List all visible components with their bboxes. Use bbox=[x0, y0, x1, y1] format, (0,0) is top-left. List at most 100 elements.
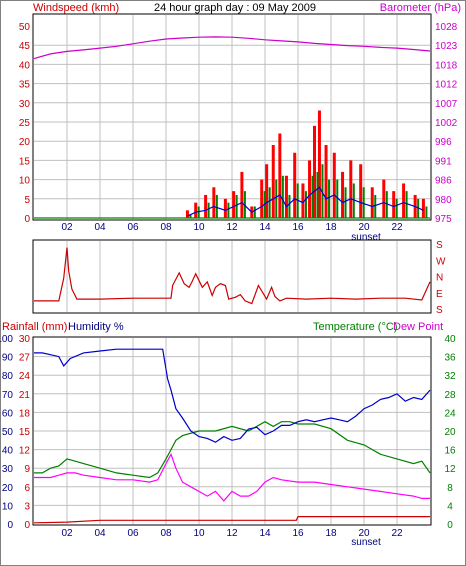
rainfall-tick-24: 24 bbox=[19, 371, 31, 382]
bottom-xtick-22: 22 bbox=[391, 528, 403, 539]
humidity-tick-10: 10 bbox=[2, 501, 14, 512]
rainfall-tick-18: 18 bbox=[19, 408, 31, 419]
temperature-tick-4: 4 bbox=[447, 501, 453, 512]
direction-tick-4: S bbox=[436, 240, 443, 251]
barometer-tick-996: 996 bbox=[435, 137, 452, 148]
chart-title: 24 hour graph day : 09 May 2009 bbox=[154, 2, 316, 14]
rainfall-tick-3: 3 bbox=[24, 501, 30, 512]
barometer-tick-1023: 1023 bbox=[435, 41, 458, 52]
windspeed-axis-label: Windspeed (kmh) bbox=[33, 2, 119, 14]
sunset-annotation-top: sunset bbox=[351, 232, 381, 243]
direction-panel-frame bbox=[32, 239, 432, 314]
temperature-tick-20: 20 bbox=[444, 427, 456, 438]
bottom-xtick-04: 04 bbox=[94, 528, 106, 539]
dewpoint-line bbox=[34, 452, 430, 502]
top-xtick-18: 18 bbox=[325, 222, 337, 233]
rainfall-tick-9: 9 bbox=[24, 464, 30, 475]
temperature-tick-28: 28 bbox=[444, 390, 456, 401]
humidity-tick-0: 0 bbox=[7, 520, 13, 531]
windspeed-line bbox=[187, 186, 424, 217]
temperature-tick-36: 36 bbox=[444, 353, 456, 364]
wind-direction-line bbox=[34, 247, 431, 305]
humidity-tick-30: 30 bbox=[2, 464, 14, 475]
bottom-xtick-10: 10 bbox=[193, 528, 205, 539]
humidity-tick-60: 60 bbox=[2, 408, 14, 419]
barometer-tick-1002: 1002 bbox=[435, 118, 458, 129]
temperature-axis-label: Temperature (°C) bbox=[313, 321, 397, 333]
top-xtick-08: 08 bbox=[160, 222, 172, 233]
windspeed-tick-35: 35 bbox=[19, 80, 31, 91]
barometer-line bbox=[33, 36, 431, 60]
humidity-axis-label: Humidity % bbox=[68, 321, 124, 333]
top-xtick-16: 16 bbox=[292, 222, 304, 233]
rainfall-tick-12: 12 bbox=[19, 446, 31, 457]
barometer-tick-1018: 1018 bbox=[435, 60, 458, 71]
barometer-axis-label: Barometer (hPa) bbox=[380, 2, 461, 14]
barometer-tick-975: 975 bbox=[435, 214, 452, 225]
top-xtick-02: 02 bbox=[61, 222, 73, 233]
direction-tick-3: W bbox=[436, 256, 446, 267]
temperature-tick-0: 0 bbox=[447, 520, 453, 531]
rainfall-tick-21: 21 bbox=[19, 390, 31, 401]
windspeed-tick-5: 5 bbox=[24, 195, 30, 206]
top-panel-frame bbox=[32, 13, 432, 221]
temperature-tick-32: 32 bbox=[444, 371, 456, 382]
windspeed-tick-25: 25 bbox=[19, 118, 31, 129]
barometer-tick-986: 986 bbox=[435, 176, 452, 187]
temperature-tick-8: 8 bbox=[447, 483, 453, 494]
windspeed-tick-20: 20 bbox=[19, 137, 31, 148]
temperature-tick-12: 12 bbox=[444, 464, 456, 475]
top-xtick-20: 20 bbox=[358, 222, 370, 233]
rainfall-tick-0: 0 bbox=[24, 520, 30, 531]
direction-tick-0: S bbox=[436, 305, 443, 316]
barometer-tick-1007: 1007 bbox=[435, 99, 458, 110]
rainfall-axis-label: Rainfall (mm) bbox=[2, 321, 67, 333]
bottom-xtick-20: 20 bbox=[358, 528, 370, 539]
temperature-tick-40: 40 bbox=[444, 334, 456, 345]
temperature-line bbox=[34, 421, 431, 479]
windspeed-tick-0: 0 bbox=[24, 214, 30, 225]
humidity-tick-100: 100 bbox=[0, 334, 13, 345]
bottom-panel-frame bbox=[32, 336, 432, 526]
bottom-xtick-16: 16 bbox=[292, 528, 304, 539]
barometer-tick-980: 980 bbox=[435, 195, 452, 206]
dewpoint-axis-label: Dew Point bbox=[393, 321, 443, 333]
barometer-tick-991: 991 bbox=[435, 156, 452, 167]
humidity-tick-20: 20 bbox=[2, 483, 14, 494]
windspeed-tick-45: 45 bbox=[19, 41, 31, 52]
direction-tick-2: N bbox=[436, 273, 443, 284]
bottom-xtick-12: 12 bbox=[226, 528, 238, 539]
sunset-annotation-bottom: sunset bbox=[351, 537, 381, 548]
direction-tick-1: E bbox=[436, 289, 443, 300]
humidity-line bbox=[34, 348, 431, 443]
humidity-tick-40: 40 bbox=[2, 446, 14, 457]
humidity-tick-90: 90 bbox=[2, 353, 14, 364]
bottom-xtick-18: 18 bbox=[325, 528, 337, 539]
bottom-xtick-08: 08 bbox=[160, 528, 172, 539]
windspeed-tick-40: 40 bbox=[19, 60, 31, 71]
rainfall-line bbox=[33, 515, 430, 524]
humidity-tick-50: 50 bbox=[2, 427, 14, 438]
bottom-xtick-02: 02 bbox=[61, 528, 73, 539]
top-xtick-14: 14 bbox=[259, 222, 271, 233]
rainfall-tick-15: 15 bbox=[19, 427, 31, 438]
windspeed-tick-15: 15 bbox=[19, 156, 31, 167]
rainfall-tick-30: 30 bbox=[19, 334, 31, 345]
rainfall-tick-27: 27 bbox=[19, 353, 31, 364]
windspeed-tick-10: 10 bbox=[19, 176, 31, 187]
humidity-tick-80: 80 bbox=[2, 371, 14, 382]
bottom-xtick-14: 14 bbox=[259, 528, 271, 539]
barometer-tick-1028: 1028 bbox=[435, 22, 458, 33]
top-xtick-10: 10 bbox=[193, 222, 205, 233]
rainfall-tick-6: 6 bbox=[24, 483, 30, 494]
top-xtick-12: 12 bbox=[226, 222, 238, 233]
humidity-tick-70: 70 bbox=[2, 390, 14, 401]
top-xtick-06: 06 bbox=[127, 222, 139, 233]
windspeed-tick-50: 50 bbox=[19, 22, 31, 33]
barometer-tick-1012: 1012 bbox=[435, 80, 458, 91]
temperature-tick-16: 16 bbox=[444, 446, 456, 457]
top-xtick-22: 22 bbox=[391, 222, 403, 233]
